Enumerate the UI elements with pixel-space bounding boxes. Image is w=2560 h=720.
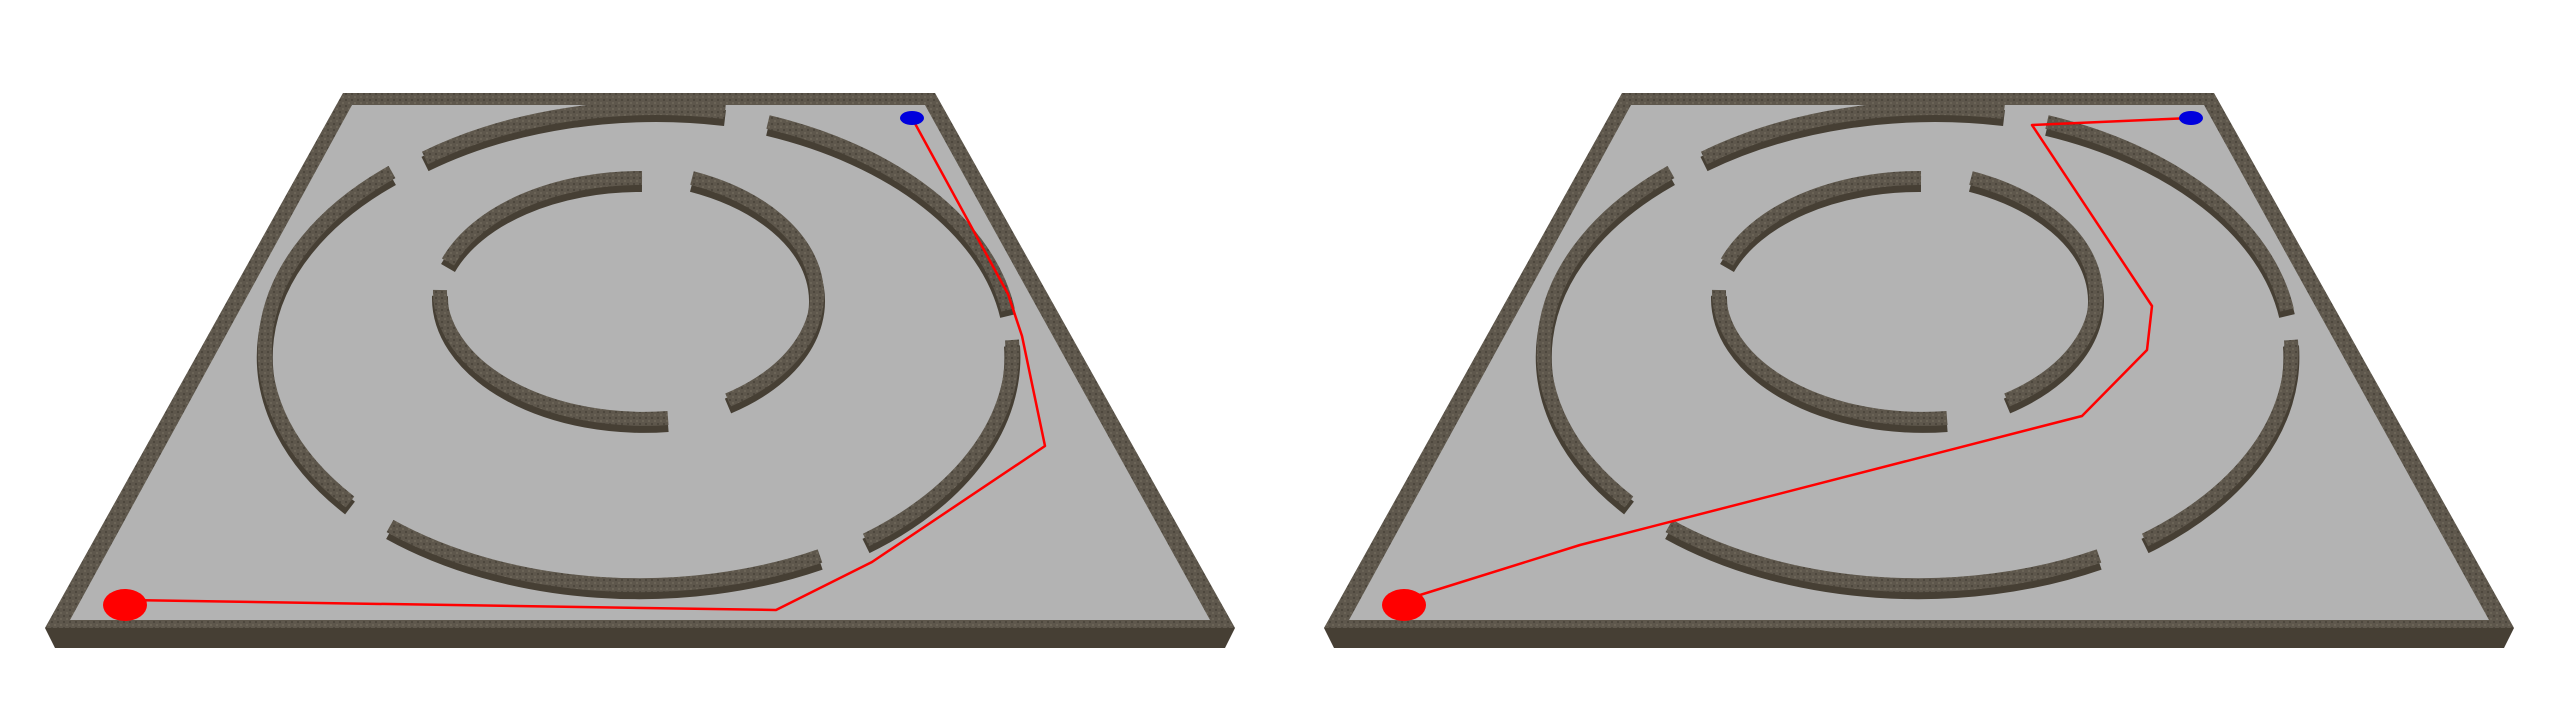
right-outer-ring-segment [2141, 339, 2299, 547]
right-outer-ring [1535, 101, 2300, 600]
left-border-wall-front [45, 628, 1235, 648]
left-inner-ring [431, 170, 825, 433]
left-outer-ring-segment [862, 339, 1020, 547]
right-outer-ring-segment [2045, 115, 2294, 312]
right-outer-ring-segment [1665, 519, 2102, 593]
left-inner-ring-segment [441, 170, 643, 266]
left-maze-panel [45, 93, 1235, 648]
right-inner-ring-segment [1969, 171, 2103, 407]
left-goal-marker [900, 111, 924, 125]
right-inner-ring [1710, 170, 2104, 433]
left-planned-path [124, 117, 1047, 612]
right-planned-path [1403, 116, 2192, 602]
right-maze-panel [1324, 93, 2514, 648]
left-start-marker [103, 589, 147, 621]
right-outer-ring-segment [1536, 165, 1675, 508]
right-inner-ring-segment [1720, 170, 1922, 266]
left-outer-ring-segment [386, 519, 823, 593]
right-outer-ring-segment [1700, 101, 2005, 165]
left-inner-ring-segment [432, 289, 669, 426]
right-goal-marker [2179, 111, 2203, 125]
left-outer-ring-segment [257, 165, 396, 508]
left-inner-ring-segment [690, 171, 824, 407]
right-start-marker [1382, 589, 1426, 621]
left-outer-ring-segment [421, 101, 726, 165]
left-outer-ring-segment [766, 115, 1015, 312]
left-outer-ring [256, 101, 1021, 600]
right-border-wall-front [1324, 628, 2514, 648]
right-inner-ring-segment [1711, 289, 1948, 426]
